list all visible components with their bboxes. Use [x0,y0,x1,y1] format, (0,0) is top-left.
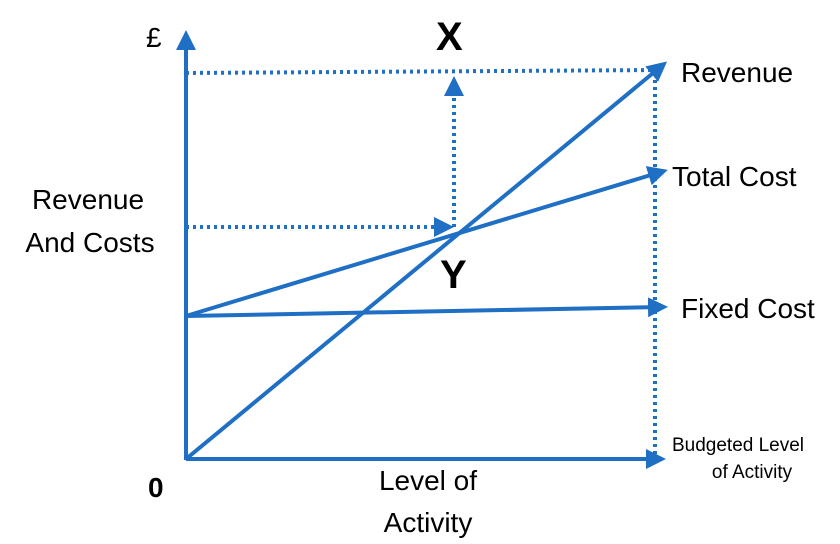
budgeted-level-label-line2: of Activity [712,462,793,483]
y-axis-symbol: £ [146,22,162,53]
y-axis-label-line2: And Costs [25,227,154,258]
x-axis-label-line2: Activity [384,507,473,538]
total-cost-line [185,166,668,318]
total-cost-label: Total Cost [672,161,797,192]
fixed-cost-line [185,297,668,318]
budgeted-level-label-line1: Budgeted Level [672,435,804,456]
x-axis-label-line1: Level of [379,465,477,496]
revenue-line [184,61,668,461]
y-axis-label-line1: Revenue [32,184,144,215]
origin-label: 0 [148,472,164,503]
revenue-level-dotted-line [185,68,661,75]
point-y-label: Y [440,253,467,297]
fixed-cost-label: Fixed Cost [681,293,815,324]
revenue-label: Revenue [681,57,793,88]
point-x-label: X [436,15,463,59]
